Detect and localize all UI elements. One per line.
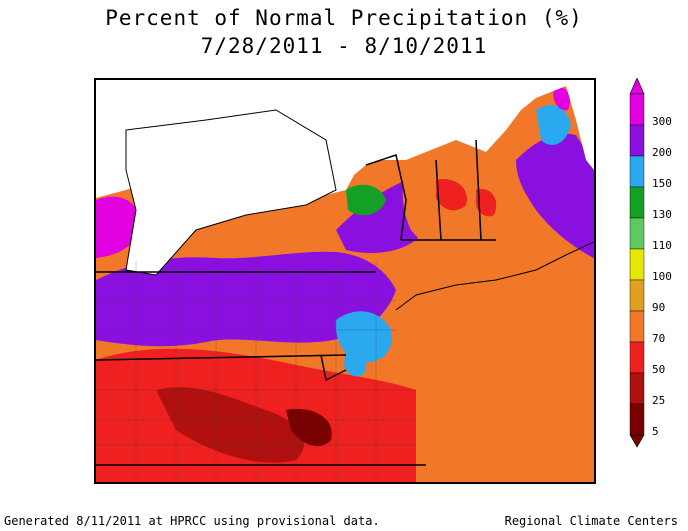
legend-label: 300	[652, 114, 672, 128]
legend-label: 50	[652, 362, 666, 376]
legend: 300 200 150 130 110 100 90 70 50 25 5	[620, 78, 680, 458]
legend-label: 100	[652, 269, 672, 283]
legend-label: 200	[652, 145, 672, 159]
legend-swatch	[629, 93, 645, 126]
footer-credit: Generated 8/11/2011 at HPRCC using provi…	[4, 514, 380, 528]
legend-arrow-top	[629, 78, 645, 95]
legend-label: 5	[652, 424, 659, 438]
legend-label: 70	[652, 331, 666, 345]
legend-swatch	[629, 217, 645, 250]
legend-swatch	[629, 341, 645, 374]
legend-swatch	[629, 124, 645, 157]
legend-swatch	[629, 279, 645, 312]
legend-swatch	[629, 186, 645, 219]
legend-swatch	[629, 372, 645, 405]
legend-swatch	[629, 155, 645, 188]
map-title: Percent of Normal Precipitation (%)	[105, 6, 583, 30]
legend-label: 90	[652, 300, 666, 314]
legend-swatch	[629, 403, 645, 436]
legend-colorbar	[629, 78, 645, 448]
legend-swatch	[629, 248, 645, 281]
legend-label: 25	[652, 393, 666, 407]
legend-label: 110	[652, 238, 672, 252]
precipitation-map	[94, 78, 596, 484]
legend-label: 150	[652, 176, 672, 190]
footer-org: Regional Climate Centers	[504, 514, 678, 528]
legend-swatch	[629, 310, 645, 343]
map-graphic	[96, 80, 594, 482]
legend-label: 130	[652, 207, 672, 221]
legend-arrow-bottom	[629, 434, 645, 448]
date-range: 7/28/2011 - 8/10/2011	[200, 34, 488, 58]
